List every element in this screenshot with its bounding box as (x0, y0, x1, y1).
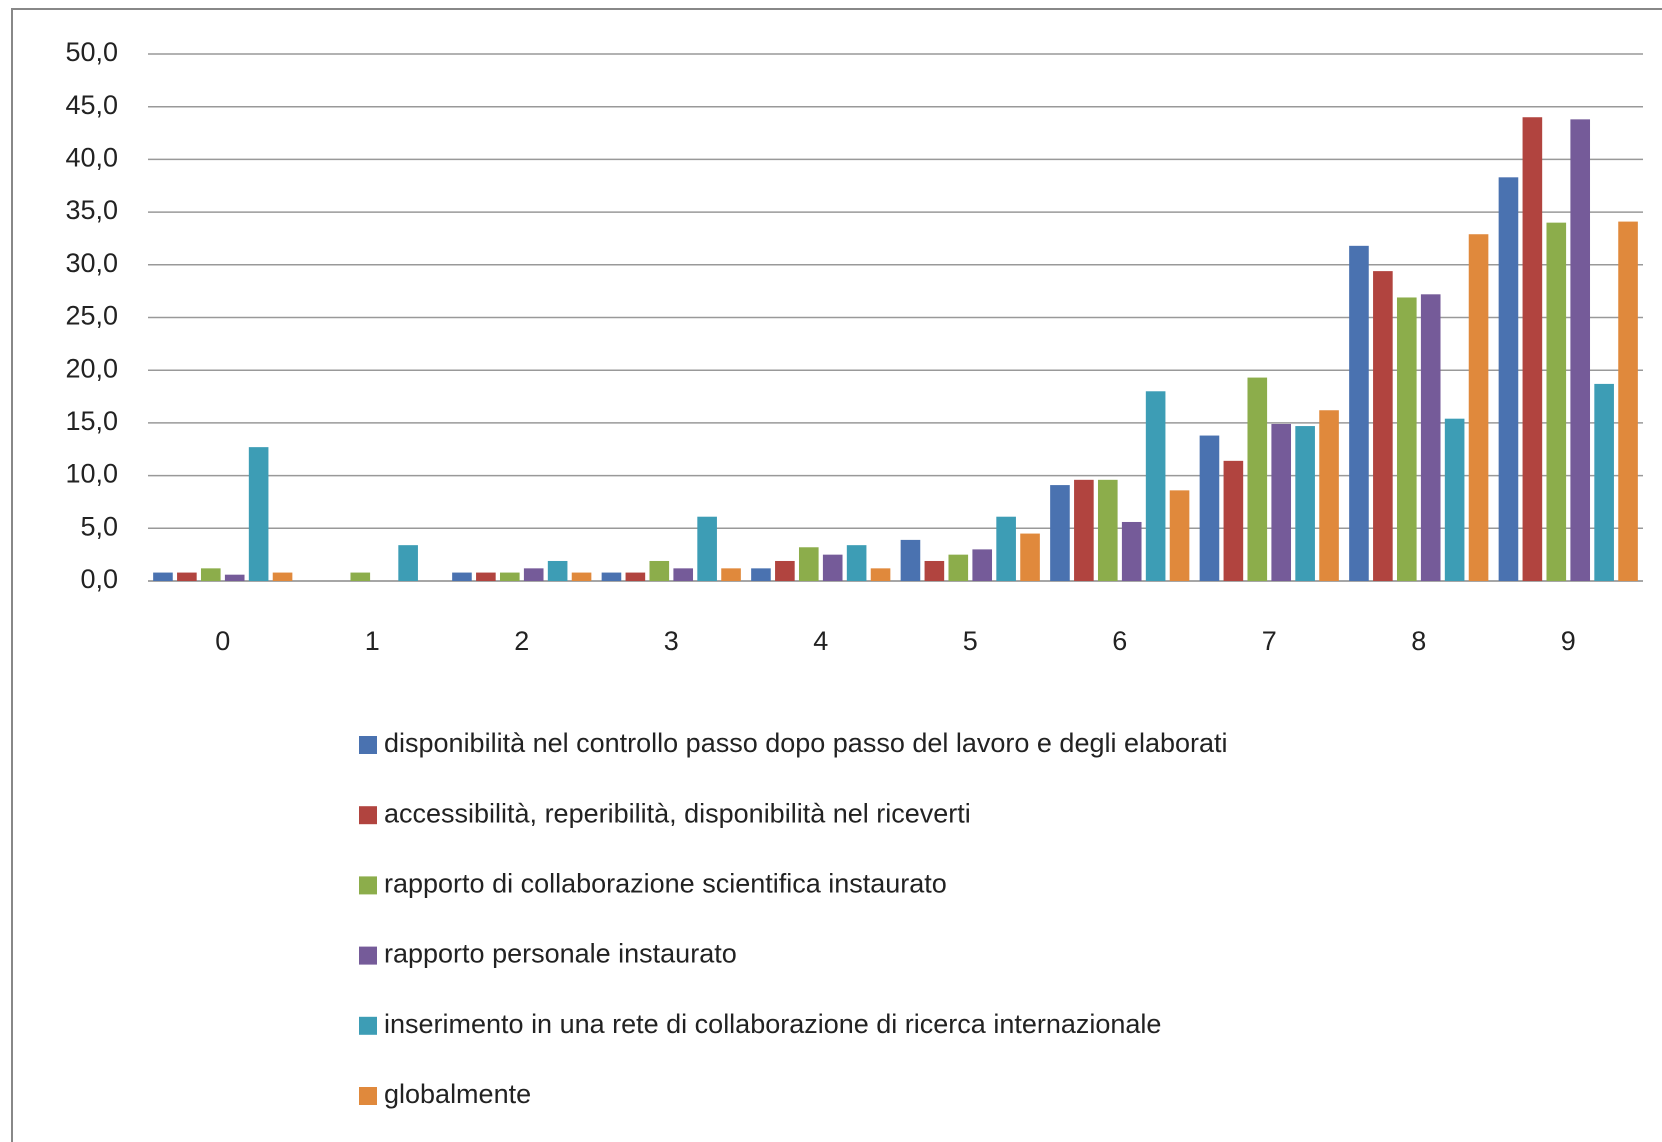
bar (499, 572, 520, 581)
bar (751, 568, 771, 581)
y-tick-label: 0,0 (80, 564, 118, 594)
x-tick-label: 9 (1561, 626, 1576, 656)
bar (1074, 479, 1094, 581)
legend-swatch (359, 806, 377, 825)
bar (846, 545, 867, 581)
bar (625, 572, 646, 581)
y-tick-label: 10,0 (65, 459, 118, 489)
bar (1223, 460, 1244, 581)
bar (1145, 391, 1166, 581)
bar (1570, 119, 1591, 582)
legend-swatch (359, 736, 377, 754)
x-tick-label: 5 (963, 626, 978, 656)
chart-frame (11, 8, 1662, 1142)
bar (248, 447, 269, 581)
bar (1097, 479, 1118, 581)
y-tick-label: 15,0 (65, 406, 118, 436)
bar (1444, 418, 1465, 581)
legend-swatch (359, 876, 377, 895)
bar (649, 560, 670, 581)
x-tick-label: 7 (1262, 626, 1277, 656)
bar (476, 572, 496, 581)
x-tick-label: 3 (664, 626, 679, 656)
bar (272, 572, 293, 581)
bar (1020, 533, 1040, 581)
y-tick-label: 50,0 (65, 37, 118, 67)
bar (900, 539, 921, 581)
y-tick-label: 20,0 (65, 353, 118, 383)
bar (775, 560, 795, 581)
legend-label: disponibilità nel controllo passo dopo p… (384, 728, 1228, 758)
bar (398, 545, 418, 581)
bar (601, 572, 622, 581)
bar (1618, 221, 1638, 581)
y-tick-label: 30,0 (65, 248, 118, 278)
bar (350, 572, 371, 581)
x-tick-label: 4 (813, 626, 828, 656)
bar (153, 572, 173, 581)
y-tick-label: 40,0 (65, 143, 118, 173)
bar (1199, 435, 1220, 581)
legend-label: inserimento in una rete di collaborazion… (384, 1009, 1161, 1039)
bar (1050, 485, 1070, 581)
legend-label: globalmente (384, 1079, 531, 1109)
legend-label: rapporto personale instaurato (384, 939, 737, 969)
legend-swatch (359, 1016, 377, 1035)
legend-swatch (359, 946, 377, 965)
y-tick-label: 5,0 (80, 511, 118, 541)
x-tick-label: 8 (1411, 626, 1426, 656)
bar (996, 516, 1016, 581)
y-tick-label: 25,0 (65, 301, 118, 331)
x-tick-label: 2 (514, 626, 529, 656)
bar (1169, 490, 1190, 581)
y-tick-label: 45,0 (65, 90, 118, 120)
legend-label: accessibilità, reperibilità, disponibili… (384, 798, 971, 828)
legend-label: rapporto di collaborazione scientifica i… (384, 869, 947, 899)
x-tick-label: 6 (1112, 626, 1127, 656)
bar (1498, 177, 1519, 581)
bar (673, 568, 694, 581)
bar (1396, 297, 1417, 581)
bar (1247, 377, 1268, 581)
bar (972, 549, 993, 581)
y-tick-label: 35,0 (65, 195, 118, 225)
legend-swatch (359, 1087, 377, 1105)
bar (1121, 521, 1142, 581)
bar (200, 568, 221, 581)
bar (924, 560, 945, 581)
bar (1295, 426, 1315, 581)
bar (1522, 117, 1543, 582)
bar (571, 572, 592, 581)
bar (1546, 222, 1567, 581)
bar (452, 572, 472, 581)
x-tick-label: 0 (215, 626, 230, 656)
bar (822, 554, 843, 581)
bar (721, 568, 741, 581)
bar (177, 572, 197, 581)
bar (1468, 234, 1489, 581)
bar (1420, 294, 1441, 581)
x-tick-label: 1 (365, 626, 380, 656)
bar (1594, 383, 1614, 581)
bar (697, 516, 717, 581)
bar (547, 560, 568, 581)
bar (1271, 423, 1292, 581)
bar (1349, 245, 1369, 581)
bar (1319, 410, 1339, 581)
bar (798, 547, 819, 581)
bar (870, 568, 891, 581)
bar (948, 554, 969, 581)
bar (224, 574, 245, 581)
bar (523, 568, 544, 581)
bar (1373, 271, 1393, 581)
